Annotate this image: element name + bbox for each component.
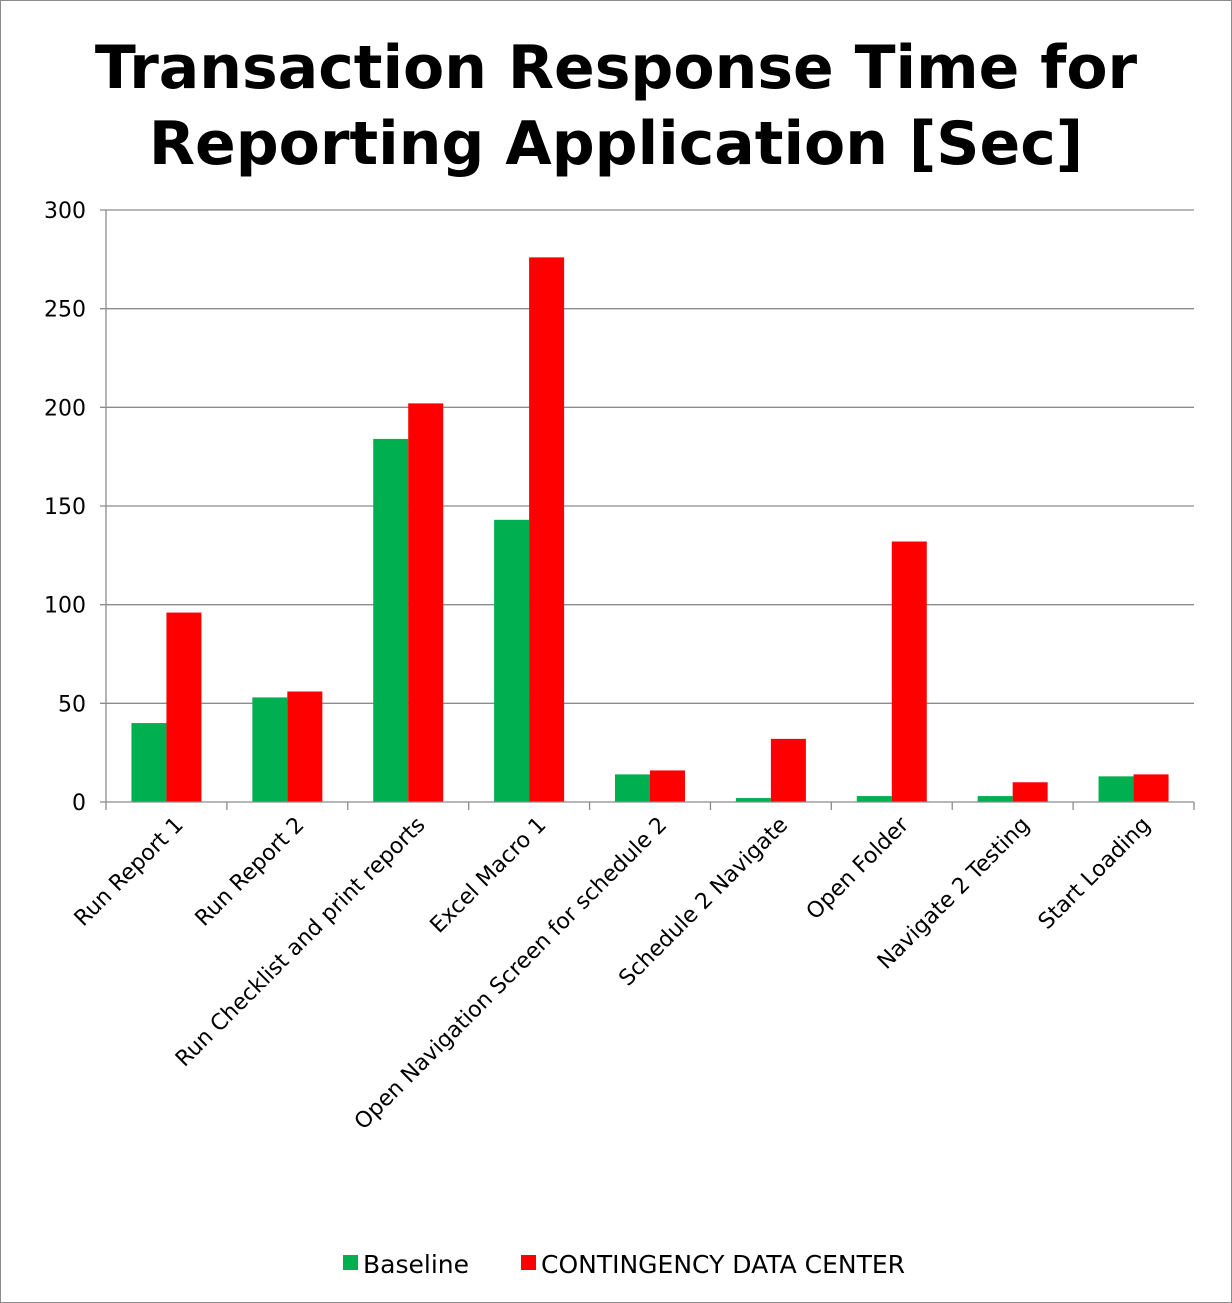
y-tick-label: 100 — [44, 594, 86, 619]
bar-baseline — [856, 796, 892, 802]
gridlines — [100, 209, 1194, 704]
chart-title: Transaction Response Time for Reporting … — [94, 33, 1138, 179]
bar-baseline — [131, 723, 167, 802]
y-tick-label: 50 — [58, 692, 86, 717]
x-tick-label: Open Folder — [802, 812, 915, 925]
bar-contingency — [650, 770, 685, 802]
bar-baseline — [615, 774, 650, 802]
x-tick-label: Run Checklist and print reports — [171, 813, 430, 1072]
bar-contingency — [408, 403, 444, 802]
axes — [100, 210, 1195, 810]
legend: Baseline CONTINGENCY DATA CENTER — [343, 1250, 905, 1279]
legend-label: Baseline — [363, 1250, 469, 1279]
x-tick-label: Run Report 1 — [70, 813, 189, 932]
bar-contingency — [1012, 782, 1048, 802]
bar-contingency — [770, 738, 806, 802]
legend-label: CONTINGENCY DATA CENTER — [541, 1250, 905, 1279]
bar-baseline — [373, 438, 409, 802]
y-tick-label: 150 — [44, 495, 86, 520]
x-tick-label: Run Report 2 — [191, 813, 310, 932]
x-tick-label: Start Loading — [1034, 813, 1156, 935]
y-tick-label: 200 — [44, 396, 86, 421]
bar-baseline — [494, 519, 530, 802]
bar-baseline — [252, 697, 288, 802]
bar-contingency — [287, 691, 323, 802]
legend-swatch — [343, 1255, 358, 1270]
bar-baseline — [1098, 776, 1134, 802]
bar-contingency — [166, 612, 202, 802]
legend-swatch — [521, 1255, 536, 1270]
bar-baseline — [977, 796, 1013, 802]
x-tick-label: Excel Macro 1 — [426, 813, 552, 939]
bars — [131, 257, 1169, 802]
y-tick-label: 300 — [44, 199, 86, 224]
bar-contingency — [529, 257, 565, 802]
bar-contingency — [891, 541, 927, 802]
y-tick-label: 250 — [44, 298, 86, 323]
bar-baseline — [735, 798, 771, 802]
y-tick-label: 0 — [72, 791, 86, 816]
y-tick-labels: 0 50 100 150 200 250 300 — [44, 199, 86, 816]
bar-contingency — [1133, 774, 1169, 802]
